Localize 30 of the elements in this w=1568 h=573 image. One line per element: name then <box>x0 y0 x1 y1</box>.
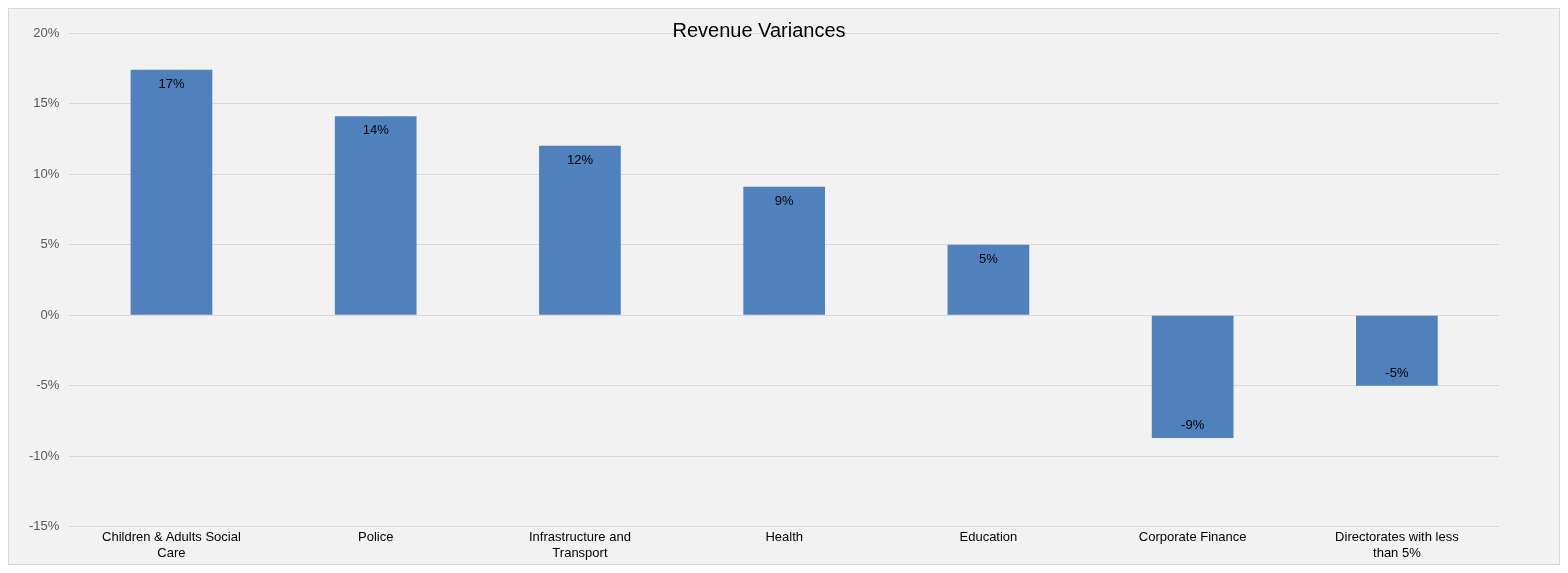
bar <box>1356 315 1438 386</box>
y-tick-label: -15% <box>28 518 60 534</box>
x-tick-label: Children & Adults Social Care <box>102 529 241 560</box>
bar <box>539 145 621 315</box>
data-label: 17% <box>158 75 185 91</box>
bar <box>130 69 213 315</box>
chart-title: Revenue Variances <box>672 18 846 41</box>
y-tick-label: 0% <box>40 306 60 322</box>
bar <box>947 244 1030 315</box>
data-label: -5% <box>1385 364 1409 380</box>
y-tick-label: -10% <box>28 447 60 463</box>
x-tick-label: Infrastructure and Transport <box>528 529 631 560</box>
bar <box>743 186 826 315</box>
y-tick-label: 15% <box>33 95 60 111</box>
data-label: 14% <box>362 122 390 138</box>
data-label: 9% <box>774 192 795 208</box>
x-tick-label: Health <box>765 529 803 545</box>
y-tick-label: 10% <box>33 165 60 181</box>
x-tick-label: Directorates with less than 5% <box>1335 529 1460 560</box>
y-tick-label: 20% <box>33 24 60 40</box>
y-tick-label: 5% <box>40 236 60 252</box>
data-label: -9% <box>1181 416 1205 432</box>
data-label: 12% <box>566 151 594 167</box>
x-tick-label: Corporate Finance <box>1138 529 1247 545</box>
x-tick-label: Police <box>357 529 394 545</box>
bar <box>334 116 417 315</box>
x-tick-label: Education <box>959 529 1018 545</box>
bar <box>1151 315 1234 438</box>
y-tick-label: -5% <box>36 377 60 393</box>
data-label: 5% <box>979 250 999 266</box>
